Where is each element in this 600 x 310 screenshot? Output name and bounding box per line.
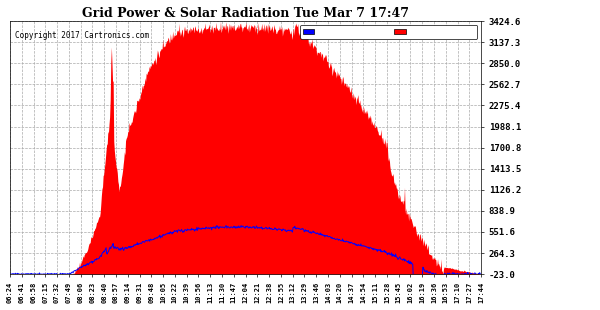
Text: Copyright 2017 Cartronics.com: Copyright 2017 Cartronics.com <box>14 31 149 40</box>
Title: Grid Power & Solar Radiation Tue Mar 7 17:47: Grid Power & Solar Radiation Tue Mar 7 1… <box>82 7 409 20</box>
Legend: Radiation (w/m2), Grid (AC Watts): Radiation (w/m2), Grid (AC Watts) <box>301 25 478 38</box>
